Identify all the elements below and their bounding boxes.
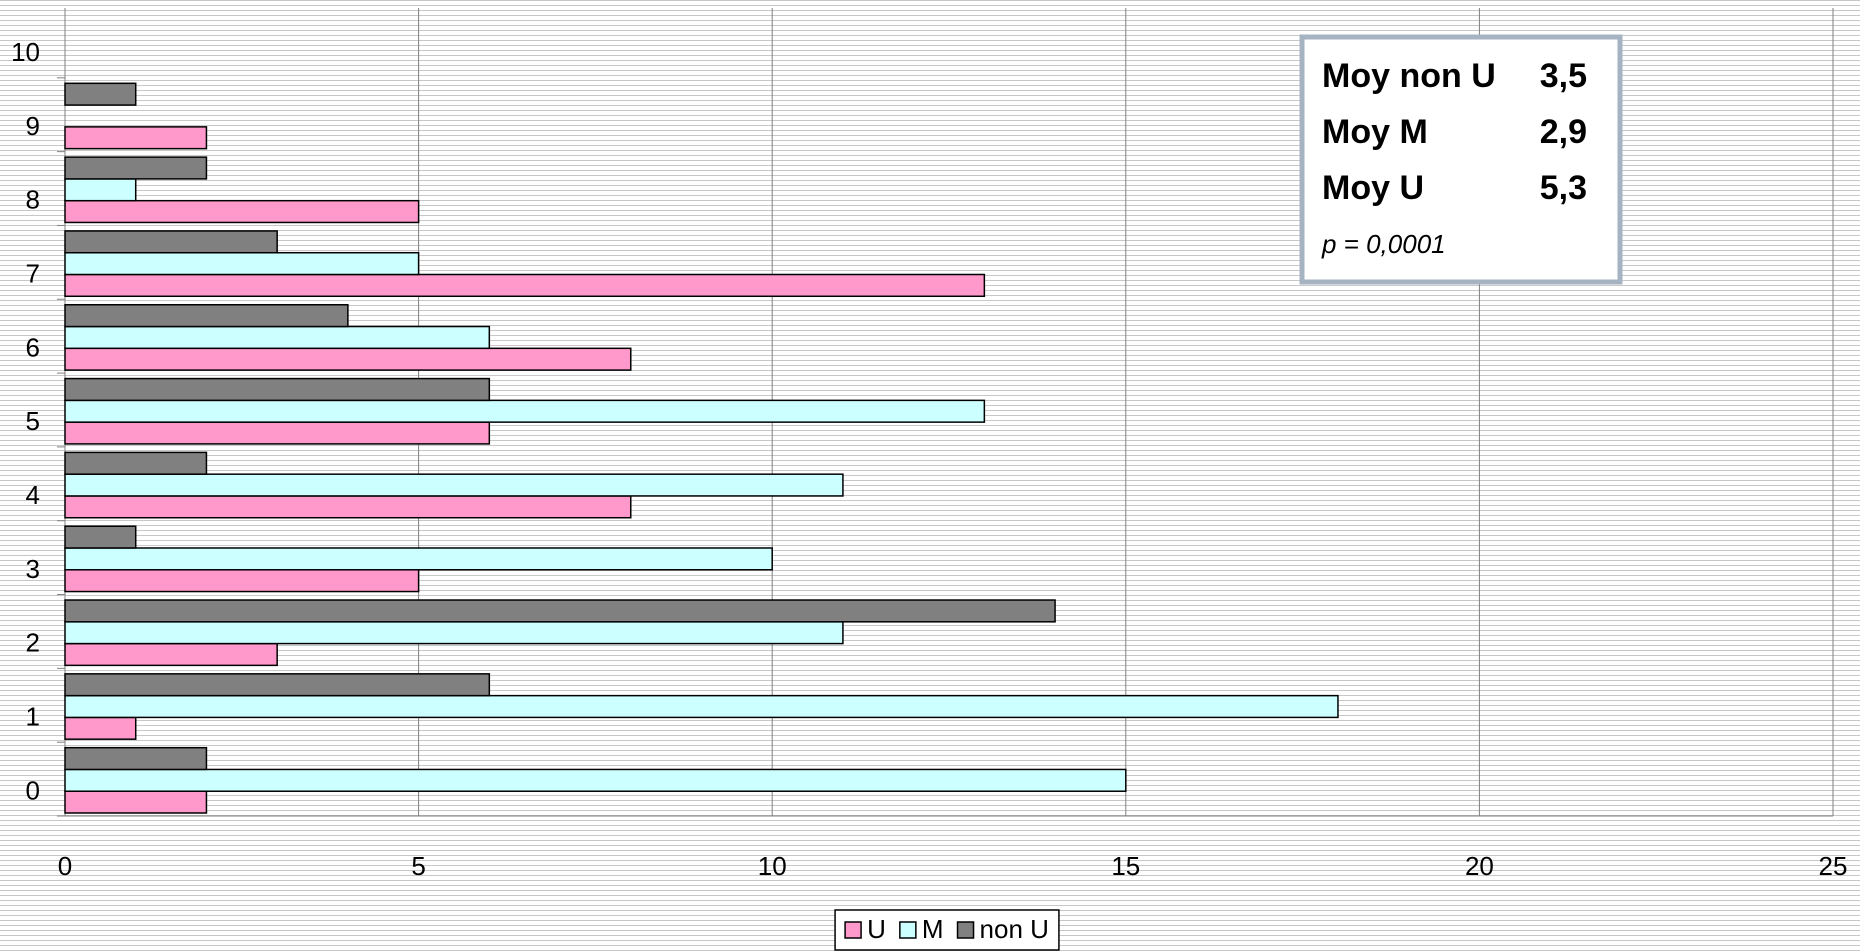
annotation-value: 2,9: [1540, 113, 1587, 151]
bar: [64, 790, 208, 814]
y-tick-label: 9: [26, 111, 40, 141]
y-tick-label: 4: [26, 480, 40, 510]
bar: [64, 399, 986, 423]
legend-label: U: [867, 914, 886, 944]
bar: [64, 82, 137, 106]
bar: [64, 347, 632, 371]
y-tick-label: 3: [26, 554, 40, 584]
bar: [64, 673, 491, 697]
bar: [64, 325, 491, 350]
annotation-box: [1299, 34, 1623, 285]
x-tick-label: 5: [411, 851, 425, 881]
y-tick-label: 8: [26, 185, 40, 215]
bar: [64, 473, 844, 497]
bar: [64, 304, 349, 328]
legend-label: M: [922, 914, 944, 944]
bar: [64, 547, 773, 571]
bar: [64, 569, 420, 593]
bar: [64, 746, 208, 771]
x-tick-label: 20: [1465, 851, 1494, 881]
annotation-label: Moy U: [1322, 169, 1424, 207]
annotation-value: 3,5: [1540, 57, 1587, 95]
x-tick-label: 10: [758, 851, 787, 881]
bar: [64, 273, 986, 298]
annotation-label: Moy non U: [1322, 57, 1496, 95]
y-tick-label: 10: [11, 37, 40, 67]
bar: [64, 251, 420, 276]
y-tick-label: 2: [26, 628, 40, 658]
bar: [64, 377, 491, 402]
bar: [64, 421, 491, 445]
bar: [64, 525, 137, 549]
x-tick-label: 25: [1819, 851, 1848, 881]
legend-box: [834, 909, 1060, 951]
bar: [64, 451, 208, 475]
y-tick-label: 7: [26, 259, 40, 289]
y-tick-label: 1: [26, 701, 40, 731]
annotation-value: 5,3: [1540, 169, 1587, 207]
legend-label: non U: [980, 914, 1049, 944]
x-tick-label: 0: [58, 851, 72, 881]
bar: [64, 199, 420, 224]
legend-swatch: [899, 921, 917, 939]
legend-swatch: [844, 921, 862, 939]
bar: [64, 599, 1056, 623]
bar: [64, 178, 137, 202]
legend-swatch: [956, 921, 975, 939]
annotation-note: p = 0,0001: [1321, 229, 1446, 259]
bar: [64, 230, 278, 254]
bar: [64, 621, 844, 645]
bar: [64, 642, 278, 667]
bar: [64, 126, 208, 150]
bar: [64, 694, 1339, 719]
bar: [64, 156, 208, 180]
y-tick-label: 5: [26, 406, 40, 436]
bar: [64, 716, 137, 740]
bar: [64, 768, 1127, 792]
y-tick-label: 0: [26, 775, 40, 805]
x-tick-label: 15: [1111, 851, 1140, 881]
bar: [64, 495, 632, 519]
y-tick-label: 6: [26, 332, 40, 362]
annotation-label: Moy M: [1322, 113, 1428, 151]
